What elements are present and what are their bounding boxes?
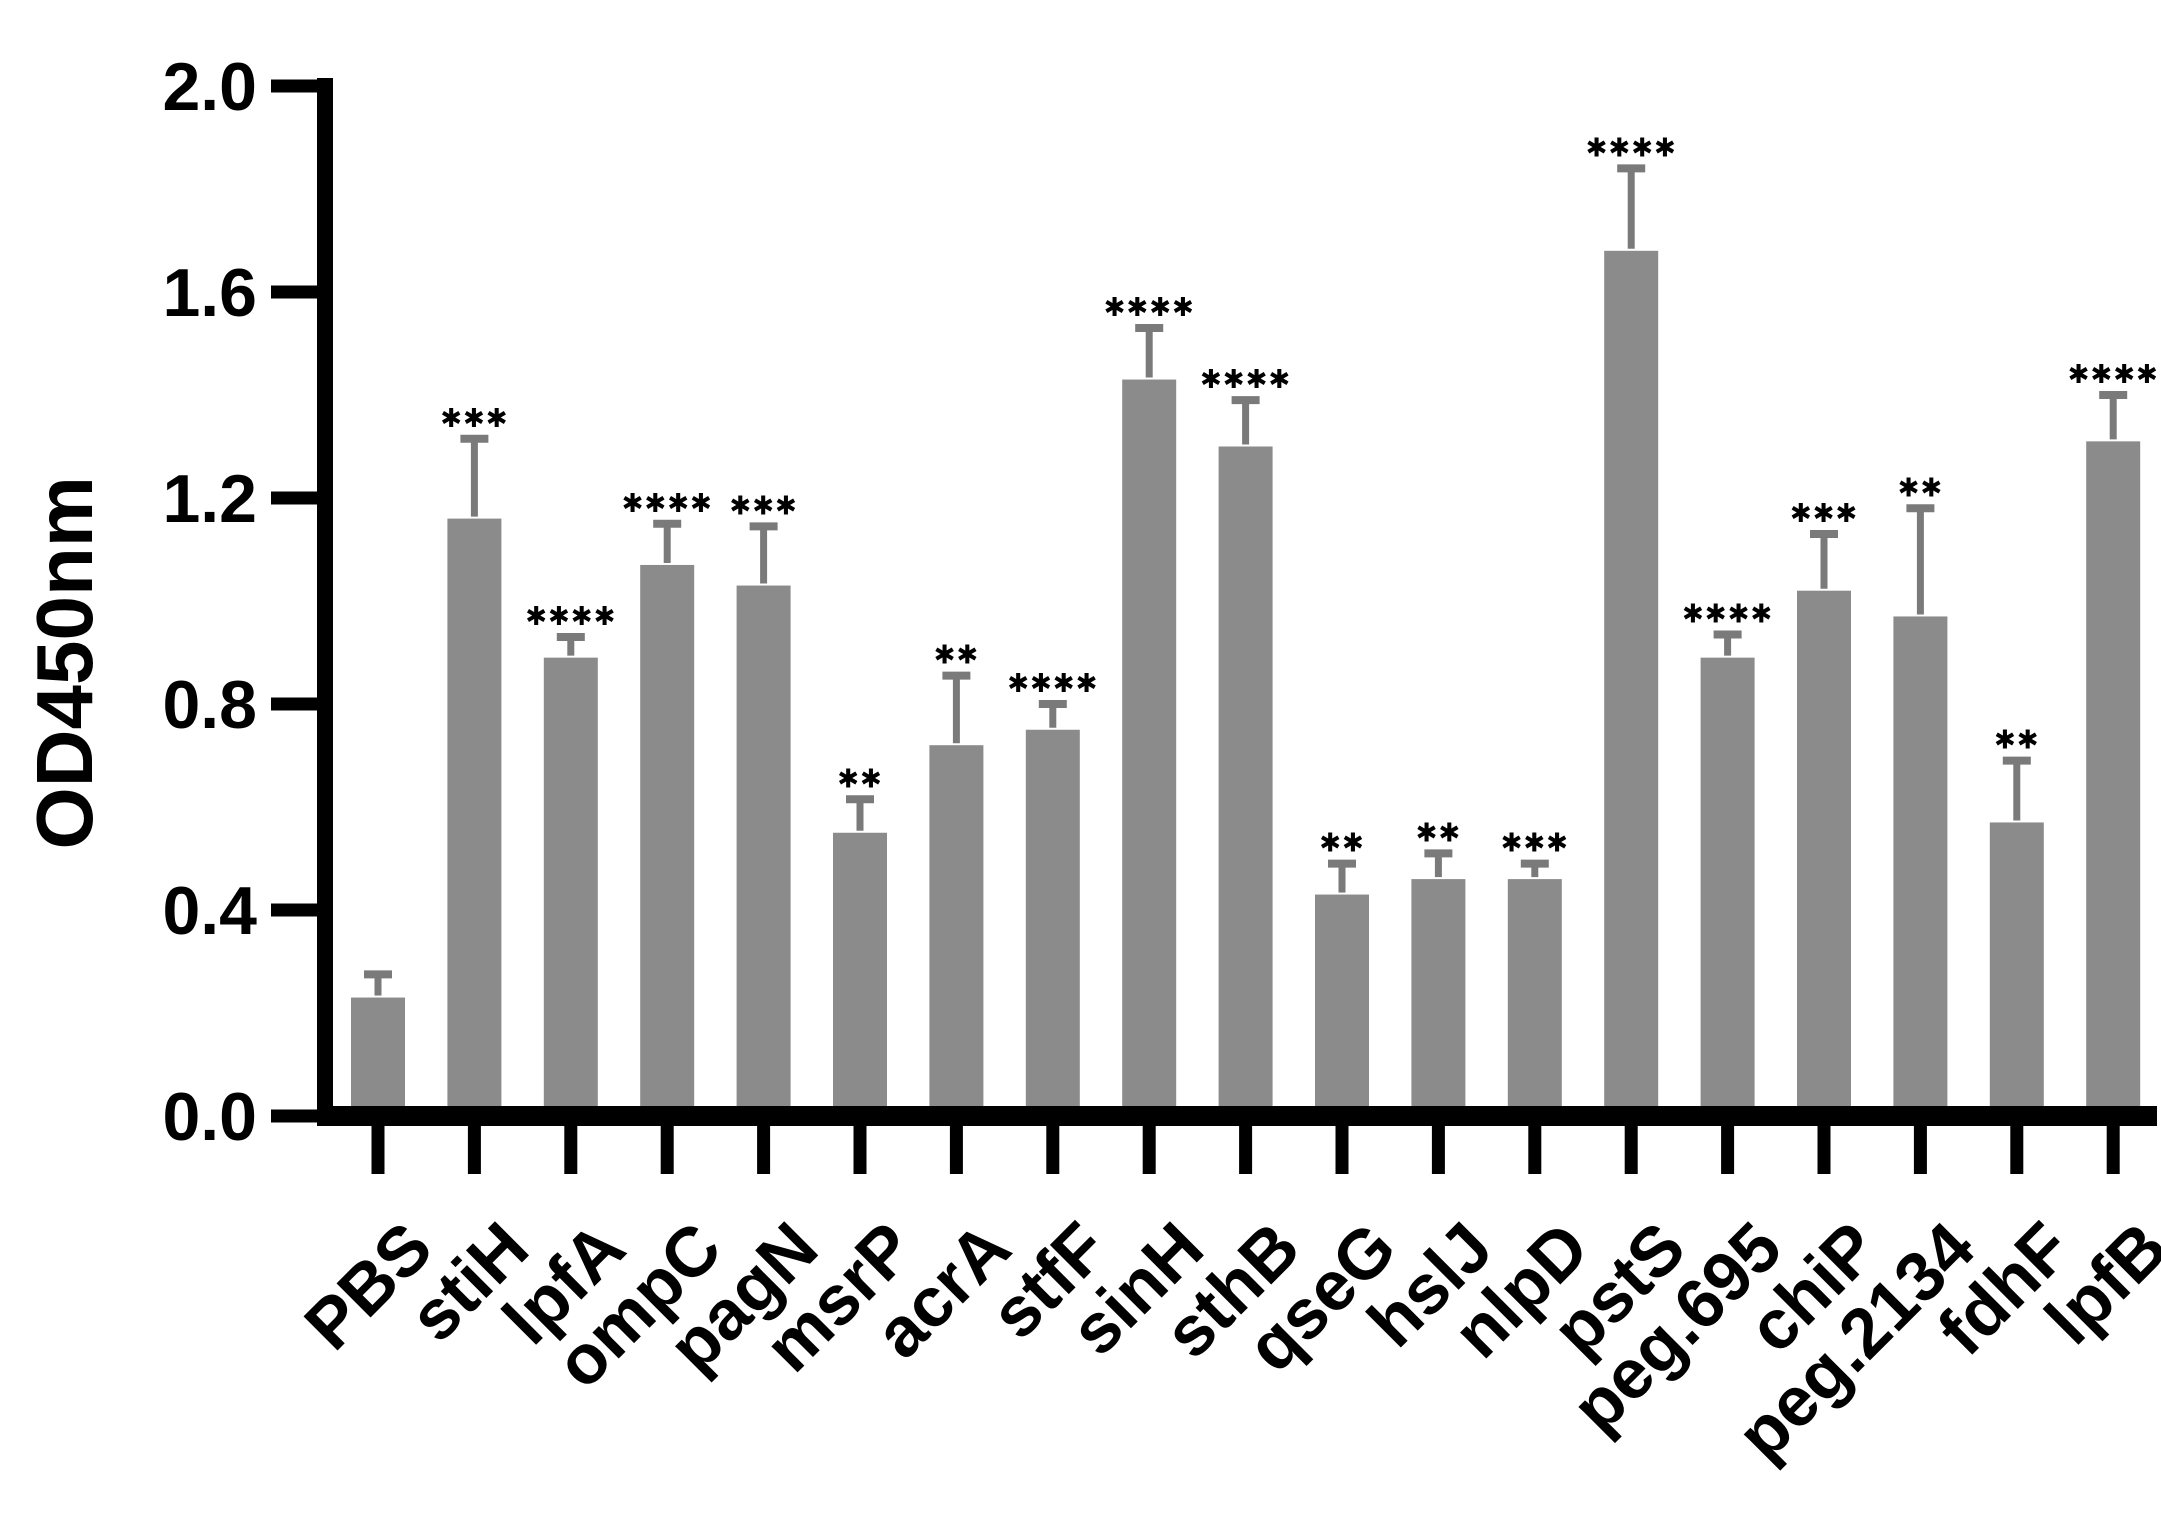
x-axis-tick (2010, 1126, 2024, 1174)
bar (1025, 729, 1080, 1116)
significance-stars: ✱✱ (1898, 473, 1944, 503)
y-axis-title: OD450nm (20, 476, 109, 849)
x-axis-tick (564, 1126, 578, 1174)
y-axis-tick (271, 903, 317, 917)
y-axis-tick-label: 1.2 (162, 461, 257, 537)
bar (1604, 250, 1659, 1117)
significance-stars: ✱✱✱ (440, 404, 508, 434)
x-axis-tick (1913, 1126, 1927, 1174)
significance-stars: ✱✱ (837, 764, 883, 794)
x-axis-tick (1046, 1126, 1060, 1174)
significance-stars: ✱✱✱✱ (622, 489, 713, 519)
x-axis-tick (757, 1126, 771, 1174)
bar (640, 564, 695, 1116)
bar (1507, 879, 1562, 1116)
y-axis-tick-label: 0.8 (162, 667, 257, 743)
y-axis-tick (271, 697, 317, 711)
y-axis-tick (271, 79, 317, 93)
bar (1989, 822, 2044, 1116)
x-axis-tick (660, 1126, 674, 1174)
y-axis-tick-label: 0.0 (162, 1079, 257, 1155)
significance-stars: ✱✱✱✱ (1200, 365, 1291, 395)
significance-stars: ✱✱✱✱ (1104, 293, 1195, 323)
x-axis-tick (853, 1126, 867, 1174)
significance-stars: ✱✱ (1319, 829, 1365, 859)
x-axis-tick (1624, 1126, 1638, 1174)
bar (1218, 446, 1273, 1116)
significance-stars: ✱✱ (1416, 818, 1462, 848)
x-axis-tick (1528, 1126, 1542, 1174)
bar (1315, 894, 1369, 1116)
bar (1797, 590, 1851, 1116)
bar (1122, 379, 1177, 1116)
bar (543, 657, 598, 1116)
significance-stars: ✱✱✱✱ (1007, 669, 1098, 699)
bar (833, 832, 887, 1116)
bar (1700, 657, 1755, 1116)
y-axis-line (317, 78, 333, 1126)
bar (2086, 441, 2141, 1117)
significance-stars: ✱✱✱✱ (1682, 599, 1773, 629)
bar (351, 997, 405, 1116)
y-axis-tick-label: 2.0 (162, 49, 257, 125)
y-axis-tick (271, 285, 317, 299)
x-axis-tick (371, 1126, 385, 1174)
x-axis-tick (1431, 1126, 1445, 1174)
x-axis-tick (1142, 1126, 1156, 1174)
x-axis-tick (2106, 1126, 2120, 1174)
bar (736, 585, 791, 1116)
x-axis-tick (949, 1126, 963, 1174)
y-axis-tick-label: 1.6 (162, 255, 257, 331)
x-axis-tick (1239, 1126, 1253, 1174)
x-axis-line (317, 1106, 2157, 1126)
significance-stars: ✱✱✱✱ (2068, 360, 2159, 390)
significance-stars: ✱✱ (934, 641, 980, 671)
bar (1411, 879, 1466, 1116)
significance-stars: ✱✱ (1994, 726, 2040, 756)
bar (929, 745, 984, 1116)
y-axis-tick (271, 491, 317, 505)
bar (1893, 616, 1948, 1116)
bar (447, 518, 502, 1116)
x-axis-tick (1817, 1126, 1831, 1174)
significance-stars: ✱✱✱ (729, 491, 797, 521)
x-axis-tick (1335, 1126, 1349, 1174)
significance-stars: ✱✱✱✱ (1586, 133, 1677, 163)
x-axis-tick (467, 1126, 481, 1174)
x-axis-tick (1721, 1126, 1735, 1174)
y-axis-tick-label: 0.4 (162, 873, 257, 949)
significance-stars: ✱✱✱ (1790, 499, 1858, 529)
y-axis-tick (271, 1109, 317, 1123)
significance-stars: ✱✱✱ (1501, 829, 1569, 859)
significance-stars: ✱✱✱✱ (525, 602, 616, 632)
